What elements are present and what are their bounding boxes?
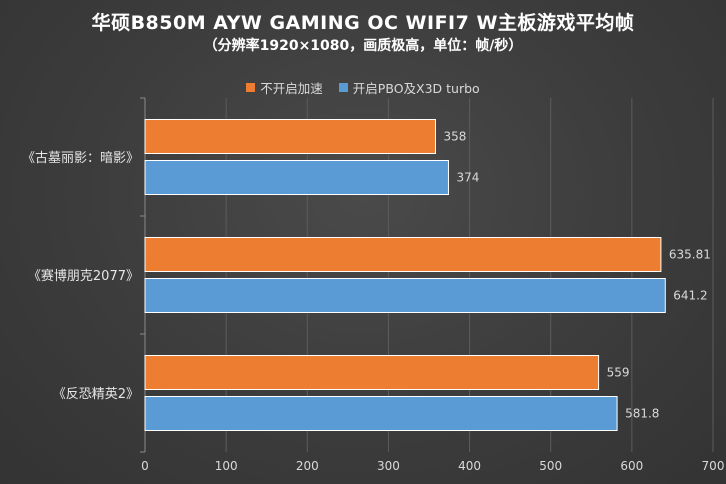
bar-series-1-cat-0 <box>144 160 449 195</box>
bar-series-1-cat-2 <box>144 396 618 431</box>
data-label-series-1-cat-0: 374 <box>456 171 479 185</box>
legend-item-series-1: 开启PBO及X3D turbo <box>338 78 480 97</box>
category-label-1: 《赛博朋克2077》 <box>28 268 139 284</box>
data-label-series-1-cat-1: 641.2 <box>673 289 707 303</box>
legend-swatch-series-1 <box>338 83 348 92</box>
x-tick-label-7: 700 <box>702 459 725 473</box>
legend: 不开启加速 开启PBO及X3D turbo <box>0 78 726 97</box>
data-label-series-1-cat-2: 581.8 <box>625 407 659 421</box>
chart-title: 华硕B850M AYW GAMING OC WIFI7 W主板游戏平均帧 <box>91 12 635 34</box>
x-tick-label-5: 500 <box>539 459 562 473</box>
data-label-series-0-cat-2: 559 <box>607 366 630 380</box>
legend-label-series-0: 不开启加速 <box>260 81 323 96</box>
data-label-series-0-cat-0: 358 <box>443 130 466 144</box>
x-tick-label-0: 0 <box>141 459 149 473</box>
bar-series-0-cat-1 <box>144 237 662 272</box>
bar-series-0-cat-0 <box>144 119 436 154</box>
bar-series-0-cat-2 <box>144 355 600 390</box>
category-label-2: 《反恐精英2》 <box>53 387 139 402</box>
x-tick-label-4: 400 <box>458 459 481 473</box>
x-tick-label-1: 100 <box>215 459 238 473</box>
x-tick-label-3: 300 <box>377 459 400 473</box>
x-tick-label-6: 600 <box>620 459 643 473</box>
chart-subtitle: （分辨率1920×1080，画质极高，单位：帧/秒） <box>203 38 523 54</box>
legend-item-series-0: 不开启加速 <box>246 78 323 97</box>
bar-series-1-cat-1 <box>144 278 666 313</box>
legend-label-series-1: 开启PBO及X3D turbo <box>352 81 480 96</box>
data-label-series-0-cat-1: 635.81 <box>669 248 711 262</box>
legend-swatch-series-0 <box>246 83 256 92</box>
x-tick-label-2: 200 <box>296 459 319 473</box>
category-label-0: 《古墓丽影：暗影》 <box>22 151 139 166</box>
